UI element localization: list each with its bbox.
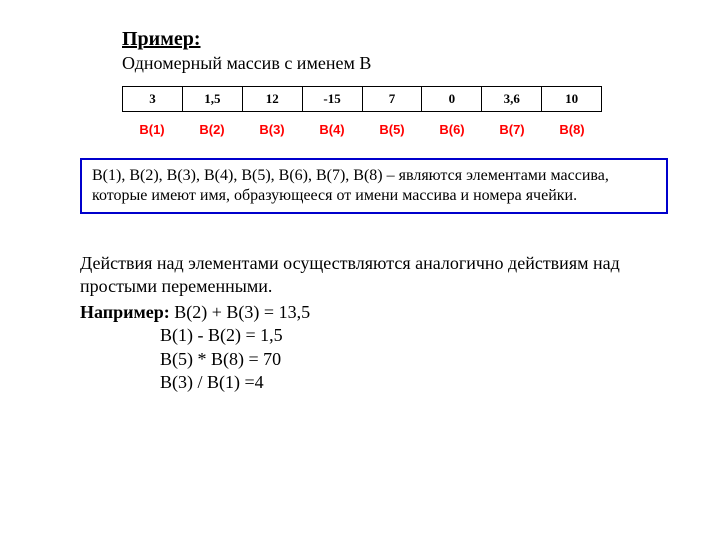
array-label: B(1): [122, 122, 182, 137]
array-label: B(3): [242, 122, 302, 137]
subtitle: Одномерный массив с именем В: [122, 53, 371, 74]
slide: Пример: Одномерный массив с именем В 3 1…: [0, 0, 720, 540]
example-line: Например: В(2) + В(3) = 13,5: [80, 301, 650, 324]
example-eq: В(5) * В(8) = 70: [80, 348, 650, 371]
example-eq: В(1) - В(2) = 1,5: [80, 324, 650, 347]
array-label: B(6): [422, 122, 482, 137]
array-labels: B(1) B(2) B(3) B(4) B(5) B(6) B(7) B(8): [122, 122, 602, 137]
array-label: B(4): [302, 122, 362, 137]
actions-intro: Действия над элементами осуществляются а…: [80, 252, 650, 299]
array-cell: 1,5: [182, 87, 242, 112]
array-cell: 3: [123, 87, 183, 112]
example-eq: В(3) / В(1) =4: [80, 371, 650, 394]
array-label: B(2): [182, 122, 242, 137]
array-cell: 3,6: [482, 87, 542, 112]
array-label: B(7): [482, 122, 542, 137]
array-cell: -15: [302, 87, 362, 112]
array-table: 3 1,5 12 -15 7 0 3,6 10: [122, 86, 602, 112]
title: Пример:: [122, 28, 371, 51]
example-block: Например: В(2) + В(3) = 13,5 В(1) - В(2)…: [80, 301, 650, 395]
array-cell: 12: [242, 87, 302, 112]
example-label: Например:: [80, 302, 174, 322]
array-label: B(8): [542, 122, 602, 137]
array-label: B(5): [362, 122, 422, 137]
callout-box: В(1), В(2), В(3), В(4), В(5), В(6), В(7)…: [80, 158, 668, 214]
example-eq: В(2) + В(3) = 13,5: [174, 302, 310, 322]
array-row: 3 1,5 12 -15 7 0 3,6 10: [123, 87, 602, 112]
title-block: Пример: Одномерный массив с именем В: [122, 28, 371, 74]
callout-text: В(1), В(2), В(3), В(4), В(5), В(6), В(7)…: [92, 167, 609, 204]
array-cell: 10: [542, 87, 602, 112]
array-cell: 0: [422, 87, 482, 112]
actions-block: Действия над элементами осуществляются а…: [80, 252, 650, 394]
array-cell: 7: [362, 87, 422, 112]
